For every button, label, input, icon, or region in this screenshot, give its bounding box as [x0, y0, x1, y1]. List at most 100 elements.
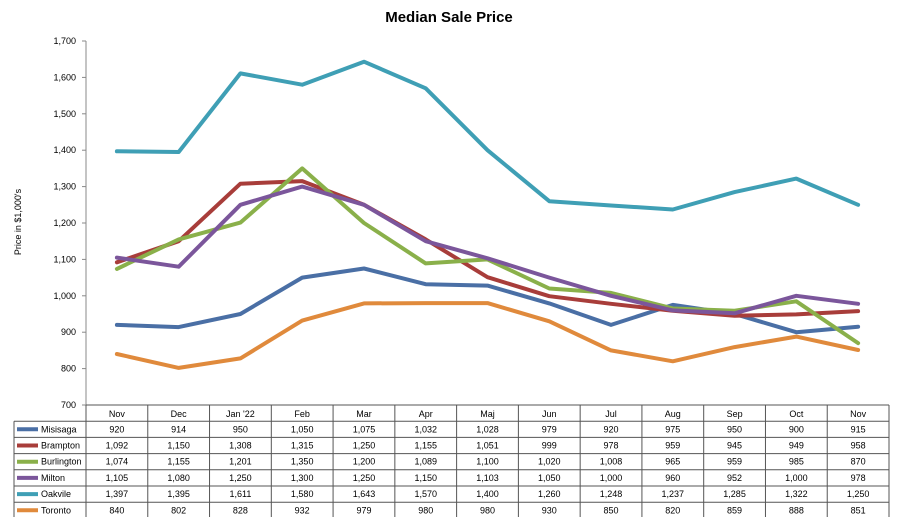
y-tick-label: 1,200	[53, 218, 76, 228]
data-label: 1,028	[476, 424, 499, 434]
data-label: 1,020	[538, 457, 561, 467]
data-label: 915	[851, 424, 866, 434]
data-label: 828	[233, 505, 248, 515]
data-label: 1,580	[291, 489, 314, 499]
series-line-oakvile	[114, 59, 861, 212]
x-category-label: Jan '22	[226, 409, 255, 419]
data-label: 1,074	[106, 457, 129, 467]
x-category-label: Mar	[356, 409, 372, 419]
y-tick-label: 1,400	[53, 145, 76, 155]
data-label: 1,089	[414, 457, 437, 467]
data-label: 1,051	[476, 441, 499, 451]
legend-series-name: Milton	[41, 473, 65, 483]
data-label: 1,000	[600, 473, 623, 483]
data-label: 1,237	[662, 489, 685, 499]
y-tick-label: 900	[61, 327, 76, 337]
data-label: 978	[851, 473, 866, 483]
data-label: 1,350	[291, 457, 314, 467]
data-label: 1,611	[229, 489, 251, 499]
data-label: 900	[789, 424, 804, 434]
x-category-label: Aug	[665, 409, 681, 419]
x-category-label: Maj	[480, 409, 495, 419]
data-label: 1,315	[291, 441, 314, 451]
data-label: 1,008	[600, 457, 623, 467]
y-tick-label: 1,100	[53, 254, 76, 264]
y-tick-label: 800	[61, 364, 76, 374]
legend-series-name: Toronto	[41, 505, 71, 515]
data-label: 870	[851, 457, 866, 467]
data-label: 1,397	[106, 489, 129, 499]
data-label: 979	[542, 424, 557, 434]
data-label: 1,050	[538, 473, 561, 483]
x-category-label: Jul	[605, 409, 617, 419]
data-label: 1,155	[414, 441, 437, 451]
legend-series-name: Misisaga	[41, 424, 77, 434]
data-label: 978	[604, 441, 619, 451]
x-category-label: Nov	[850, 409, 867, 419]
legend-series-name: Oakvile	[41, 489, 71, 499]
data-label: 932	[295, 505, 310, 515]
data-label: 1,050	[291, 424, 314, 434]
y-tick-label: 700	[61, 400, 76, 410]
data-label: 1,103	[476, 473, 499, 483]
data-label: 1,150	[414, 473, 437, 483]
y-tick-label: 1,600	[53, 72, 76, 82]
data-label: 952	[727, 473, 742, 483]
y-axis-label: Price in $1,000's	[13, 188, 23, 255]
data-label: 920	[109, 424, 124, 434]
data-label: 820	[665, 505, 680, 515]
y-tick-label: 1,500	[53, 109, 76, 119]
data-label: 1,308	[229, 441, 252, 451]
x-category-label: Feb	[294, 409, 310, 419]
data-label: 950	[233, 424, 248, 434]
data-label: 950	[727, 424, 742, 434]
data-label: 1,150	[167, 441, 190, 451]
legend-series-name: Burlington	[41, 457, 82, 467]
data-label: 979	[356, 505, 371, 515]
data-label: 850	[604, 505, 619, 515]
data-label: 1,200	[353, 457, 376, 467]
x-category-label: Jun	[542, 409, 557, 419]
legend-series-name: Brampton	[41, 441, 80, 451]
data-label: 859	[727, 505, 742, 515]
data-label: 920	[604, 424, 619, 434]
data-label: 1,100	[476, 457, 499, 467]
data-label: 930	[542, 505, 557, 515]
series-line-toronto	[114, 301, 861, 370]
data-label: 980	[480, 505, 495, 515]
x-category-label: Nov	[109, 409, 126, 419]
data-label: 965	[665, 457, 680, 467]
series-line-brampton	[114, 179, 861, 318]
data-label: 1,248	[600, 489, 623, 499]
data-label: 1,643	[353, 489, 376, 499]
data-label: 945	[727, 441, 742, 451]
data-label: 949	[789, 441, 804, 451]
data-label: 1,250	[847, 489, 870, 499]
data-label: 975	[665, 424, 680, 434]
axes	[82, 40, 87, 406]
data-label: 851	[851, 505, 866, 515]
x-category-label: Dec	[171, 409, 188, 419]
x-category-label: Apr	[419, 409, 433, 419]
data-label: 958	[851, 441, 866, 451]
data-label: 1,105	[106, 473, 129, 483]
series-lines	[114, 59, 861, 370]
x-category-label: Oct	[789, 409, 804, 419]
data-label: 1,285	[723, 489, 746, 499]
data-label: 888	[789, 505, 804, 515]
data-label: 1,250	[353, 473, 376, 483]
data-label: 1,570	[414, 489, 437, 499]
data-label: 960	[665, 473, 680, 483]
data-label: 959	[727, 457, 742, 467]
data-label: 1,080	[167, 473, 190, 483]
data-label: 840	[109, 505, 124, 515]
data-label: 1,075	[353, 424, 376, 434]
chart-title: Median Sale Price	[385, 9, 513, 26]
data-label: 1,260	[538, 489, 561, 499]
y-tick-labels: 700 800 900 1,000 1,100 1,200 1,300 1,400 1,500 1…	[53, 36, 76, 410]
data-label: 999	[542, 441, 557, 451]
data-label: 1,000	[785, 473, 808, 483]
data-label: 914	[171, 424, 186, 434]
data-label: 1,155	[167, 457, 190, 467]
